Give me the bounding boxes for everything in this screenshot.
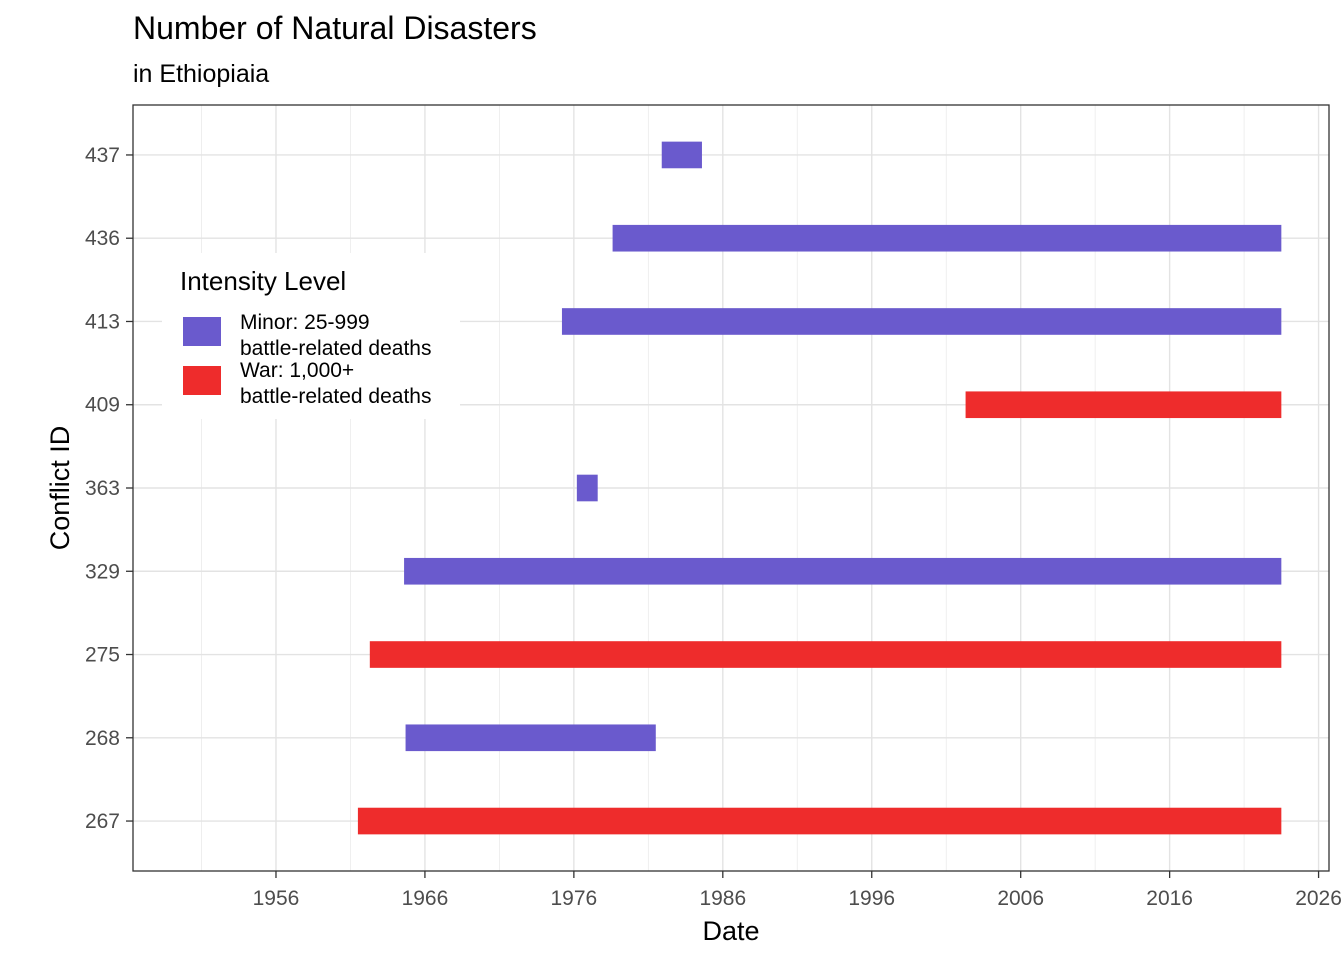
x-tick-label: 1976 bbox=[551, 887, 598, 910]
legend: Intensity Level Minor: 25-999 battle-rel… bbox=[162, 253, 460, 419]
legend-key-minor bbox=[183, 317, 221, 346]
legend-label-minor-line2: battle-related deaths bbox=[240, 337, 431, 360]
legend-title: Intensity Level bbox=[180, 266, 346, 296]
y-axis-title: Conflict ID bbox=[45, 426, 75, 551]
x-tick-label: 1956 bbox=[253, 887, 300, 910]
y-tick-label: 267 bbox=[85, 810, 120, 833]
axes: 1956 1966 1976 1986 1996 2006 2016 2026 267 268 27… bbox=[85, 144, 1342, 910]
bar-conflict-436 bbox=[612, 224, 1282, 252]
y-tick-label: 437 bbox=[85, 144, 120, 167]
chart-title: Number of Natural Disasters bbox=[133, 10, 537, 46]
bar-conflict-409 bbox=[965, 391, 1282, 419]
y-tick-label: 329 bbox=[85, 560, 120, 583]
legend-label-war-line1: War: 1,000+ bbox=[240, 359, 354, 382]
y-tick-label: 363 bbox=[85, 477, 120, 500]
y-tick-label: 436 bbox=[85, 227, 120, 250]
legend-label-minor-line1: Minor: 25-999 bbox=[240, 311, 370, 334]
y-tick-label: 409 bbox=[85, 394, 120, 417]
bar-conflict-267 bbox=[357, 807, 1282, 835]
bar-conflict-268 bbox=[405, 724, 656, 752]
legend-key-war bbox=[183, 366, 221, 395]
y-tick-label: 268 bbox=[85, 727, 120, 750]
bar-conflict-363 bbox=[576, 474, 598, 502]
y-tick-label: 413 bbox=[85, 310, 120, 333]
chart-subtitle: in Ethiopiaia bbox=[133, 60, 270, 88]
x-tick-label: 1966 bbox=[402, 887, 449, 910]
x-tick-label: 2006 bbox=[997, 887, 1044, 910]
x-tick-label: 1986 bbox=[699, 887, 746, 910]
grid-lines bbox=[133, 105, 1329, 871]
x-tick-label: 2016 bbox=[1146, 887, 1193, 910]
x-tick-label: 1996 bbox=[848, 887, 895, 910]
x-tick-label: 2026 bbox=[1295, 887, 1342, 910]
bar-conflict-437 bbox=[661, 141, 702, 169]
legend-label-war-line2: battle-related deaths bbox=[240, 385, 431, 408]
bar-conflict-329 bbox=[404, 557, 1282, 585]
y-tick-label: 275 bbox=[85, 644, 120, 667]
x-axis-title: Date bbox=[702, 916, 759, 946]
bar-conflict-413 bbox=[561, 308, 1282, 335]
bar-conflict-275 bbox=[369, 641, 1282, 668]
bars bbox=[357, 141, 1282, 835]
